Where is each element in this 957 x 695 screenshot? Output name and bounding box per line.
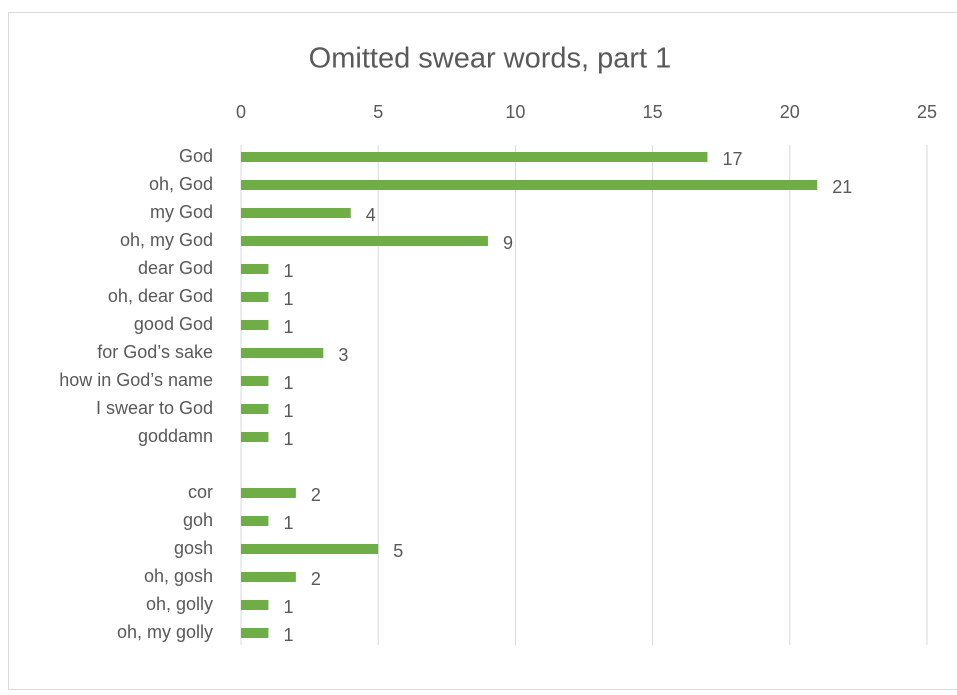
x-tick-label: 15 [643,102,663,122]
x-tick-label: 0 [236,102,246,122]
data-label: 1 [283,513,293,533]
bar [241,628,269,638]
data-label: 1 [283,373,293,393]
y-tick-label: God [179,146,213,166]
data-label: 1 [283,261,293,281]
x-tick-label: 20 [780,102,800,122]
bar [241,348,324,358]
data-label: 1 [283,401,293,421]
data-label: 1 [283,289,293,309]
y-tick-label: oh, my golly [117,622,213,642]
data-label: 4 [366,205,376,225]
data-label: 2 [311,485,321,505]
y-tick-label: I swear to God [96,398,213,418]
data-label: 9 [503,233,513,253]
y-tick-label: oh, dear God [108,286,213,306]
y-tick-label: oh, God [149,174,213,194]
data-label: 5 [393,541,403,561]
y-tick-label: oh, my God [120,230,213,250]
data-label: 2 [311,569,321,589]
bar [241,572,296,582]
data-label: 3 [338,345,348,365]
bar [241,320,269,330]
bar [241,432,269,442]
bar [241,488,296,498]
bar [241,600,269,610]
y-tick-label: my God [150,202,213,222]
bar [241,180,818,190]
y-tick-label: good God [134,314,213,334]
x-tick-label: 10 [505,102,525,122]
y-tick-label: goh [183,510,213,530]
chart-title: Omitted swear words, part 1 [309,43,672,75]
bar [241,152,708,162]
data-label: 1 [283,429,293,449]
y-tick-label: cor [188,482,213,502]
data-label: 1 [283,317,293,337]
y-tick-label: goddamn [138,426,213,446]
chart-border [8,12,957,690]
x-tick-label: 25 [917,102,937,122]
y-tick-label: dear God [138,258,213,278]
bar [241,404,269,414]
bar [241,236,488,246]
data-label: 1 [283,625,293,645]
bar [241,516,269,526]
bar [241,208,351,218]
bar [241,376,269,386]
bar [241,264,269,274]
bar [241,292,269,302]
data-label: 21 [832,177,852,197]
y-tick-label: oh, golly [146,594,213,614]
y-tick-label: how in God’s name [59,370,213,390]
data-label: 17 [722,149,742,169]
y-tick-label: oh, gosh [144,566,213,586]
data-label: 1 [283,597,293,617]
y-tick-label: gosh [174,538,213,558]
y-tick-label: for God’s sake [97,342,213,362]
bar [241,544,379,554]
x-tick-label: 5 [373,102,383,122]
